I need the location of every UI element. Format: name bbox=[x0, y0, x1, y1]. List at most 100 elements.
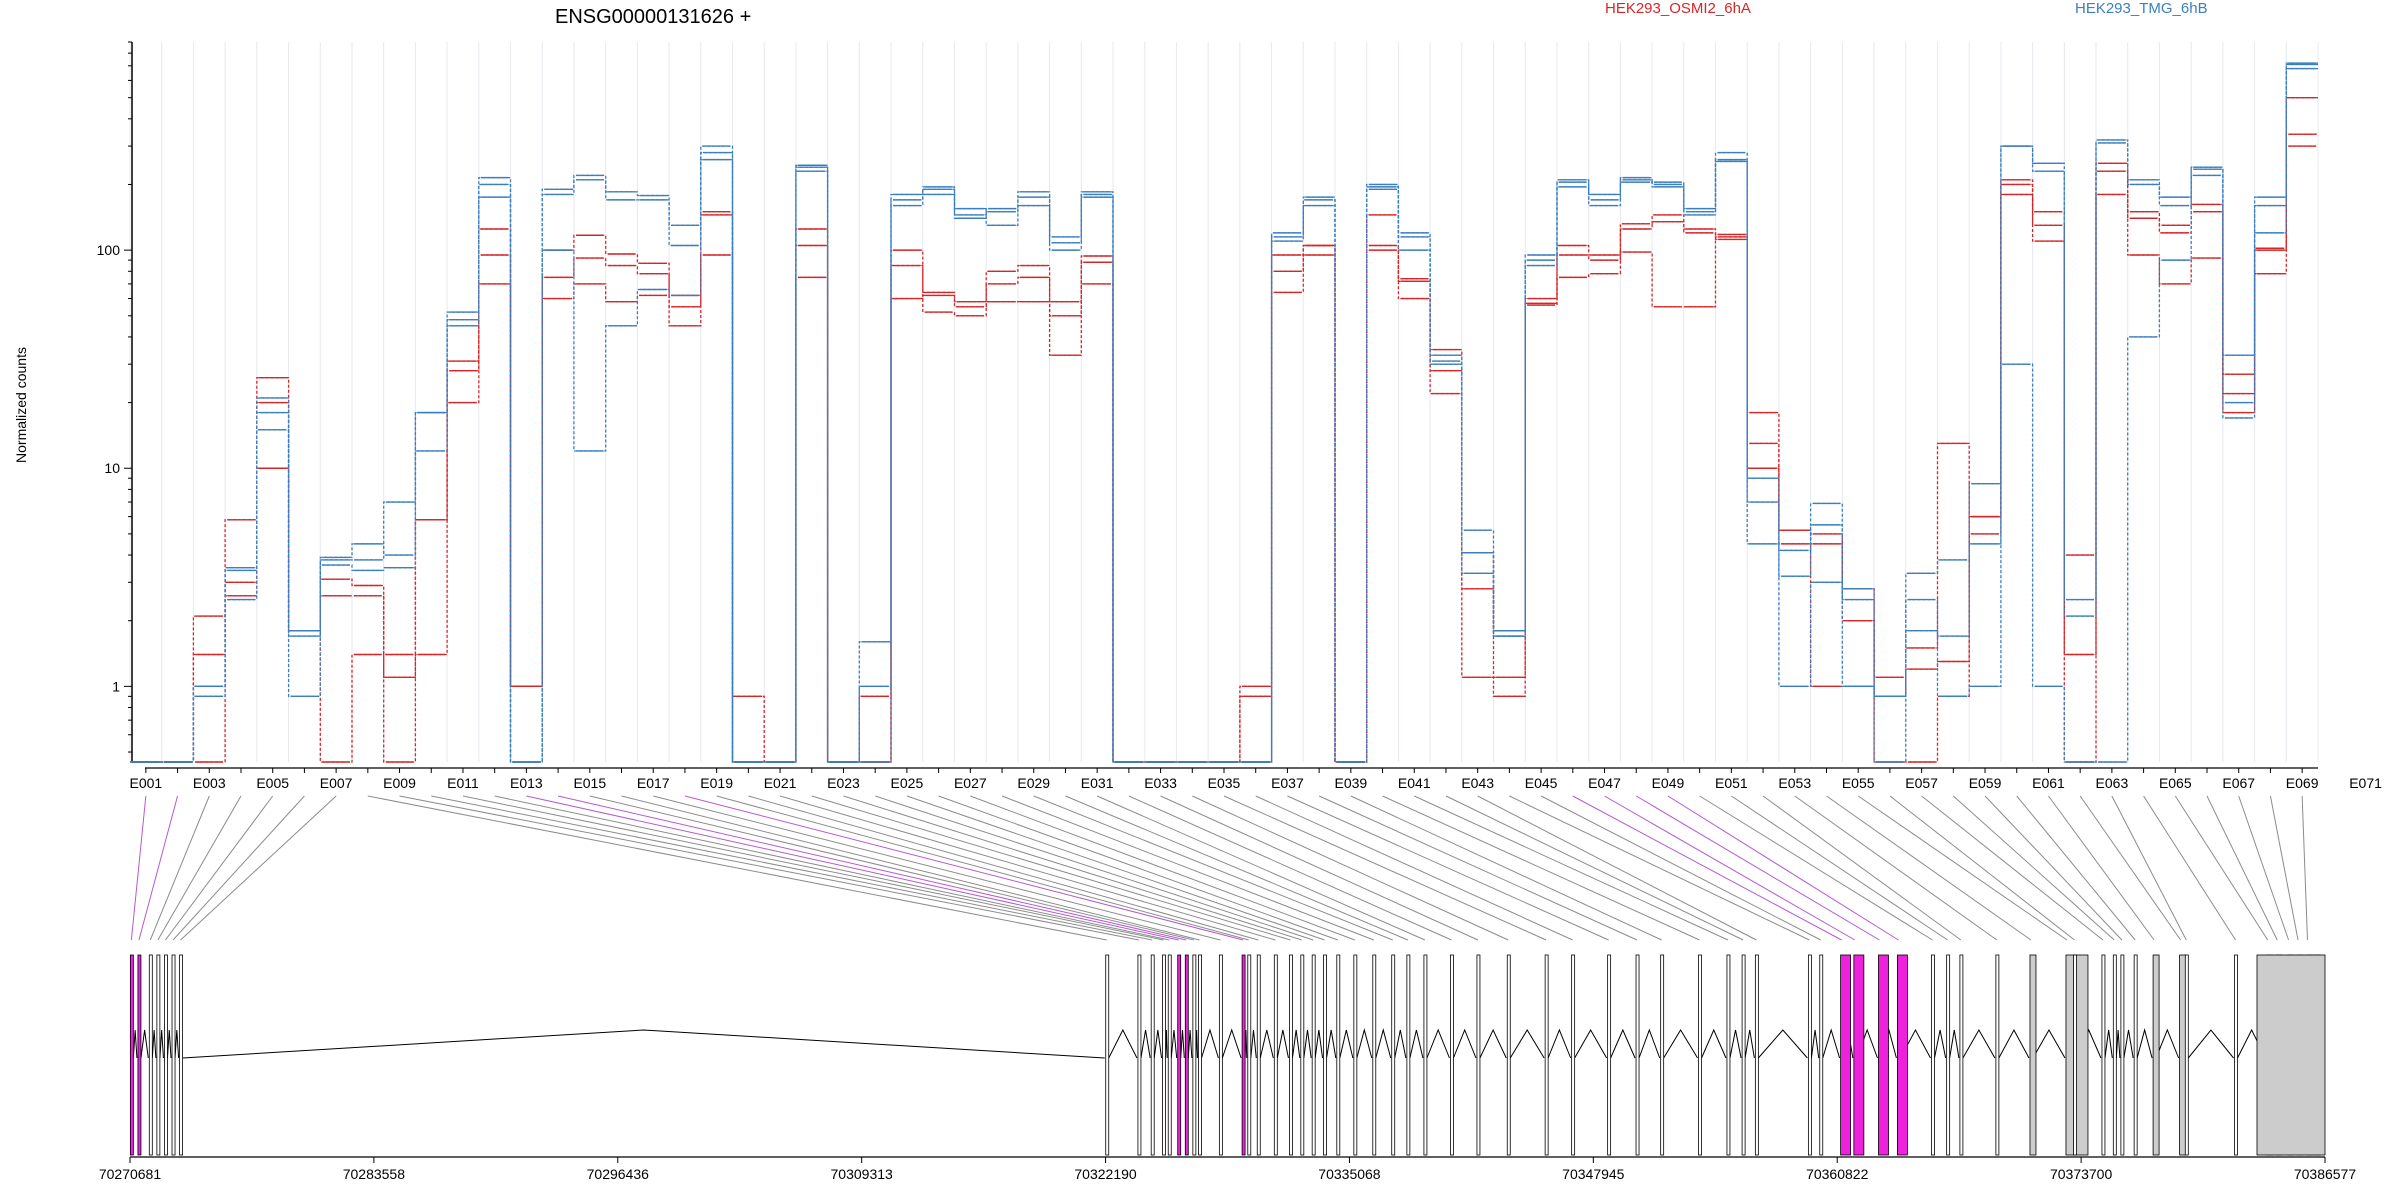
exon-box bbox=[2133, 954, 2138, 1156]
exon-box bbox=[2256, 954, 2326, 1156]
exon-tick-label: E061 bbox=[2032, 775, 2065, 791]
intron-line bbox=[1356, 1028, 1373, 1059]
exon-mapping-line bbox=[431, 795, 1153, 941]
exon-box bbox=[1241, 954, 1246, 1156]
exon-box bbox=[2234, 954, 2238, 1156]
exon-mapping-line bbox=[1984, 795, 2123, 941]
intron-line bbox=[2032, 1028, 2066, 1059]
intron-line bbox=[1303, 1029, 1312, 1059]
coord-tick-label: 70296436 bbox=[587, 1166, 650, 1182]
exon-box bbox=[1607, 954, 1612, 1156]
exon-mapping-line bbox=[2143, 795, 2236, 941]
exon-mapping-line bbox=[2269, 795, 2299, 941]
intron-line bbox=[159, 1029, 164, 1059]
exon-tick-label: E023 bbox=[827, 775, 860, 791]
exon-mapping-line bbox=[748, 795, 1259, 941]
series-dashed-line bbox=[130, 62, 2318, 763]
exon-box bbox=[1336, 954, 1341, 1156]
intron-line bbox=[140, 1029, 149, 1059]
exon-tick-label: E007 bbox=[320, 775, 353, 791]
intron-line bbox=[1663, 1029, 1698, 1059]
exon-mapping-line bbox=[138, 795, 179, 941]
exon-box bbox=[1105, 954, 1110, 1156]
exon-box bbox=[1406, 954, 1411, 1156]
exon-box bbox=[2073, 954, 2077, 1156]
series-dashed-line bbox=[130, 63, 2318, 763]
exon-mapping-line bbox=[172, 795, 305, 941]
exon-mapping-line bbox=[970, 795, 1356, 941]
intron-line bbox=[1153, 1029, 1163, 1059]
exon-tick-label: E069 bbox=[2286, 775, 2319, 791]
exon-box bbox=[1137, 954, 1142, 1156]
coord-tick-label: 70360822 bbox=[1806, 1166, 1869, 1182]
intron-line bbox=[1729, 1029, 1742, 1059]
exon-mapping-line bbox=[1001, 795, 1374, 941]
intron-line bbox=[1201, 1028, 1219, 1059]
exon-box bbox=[1423, 954, 1428, 1156]
exon-box bbox=[1177, 954, 1182, 1156]
exon-mapping-line bbox=[589, 795, 1194, 941]
legend-entry-osmi2: HEK293_OSMI2_6hA bbox=[1605, 0, 1751, 17]
exon-box bbox=[2120, 954, 2125, 1156]
exon-box bbox=[1247, 954, 1252, 1156]
exon-box bbox=[179, 954, 184, 1156]
intron-line bbox=[1187, 1029, 1193, 1059]
exon-box bbox=[171, 954, 176, 1156]
exon-box bbox=[1353, 954, 1358, 1156]
exon-tick-label: E005 bbox=[256, 775, 289, 791]
exon-box bbox=[2065, 954, 2089, 1156]
exon-mapping-line bbox=[621, 795, 1200, 941]
exon-box bbox=[1946, 954, 1951, 1156]
exon-mapping-line bbox=[2079, 795, 2182, 941]
exon-mapping-line bbox=[1065, 795, 1409, 941]
intron-line bbox=[1140, 1029, 1151, 1059]
gene-model bbox=[129, 954, 2326, 1156]
exon-mapping-line bbox=[1096, 795, 1426, 941]
exon-mapping-line bbox=[1255, 795, 1573, 941]
exon-tick-label: E055 bbox=[1842, 775, 1875, 791]
intron-line bbox=[2187, 1029, 2234, 1059]
exon-mapping-line bbox=[1318, 795, 1638, 941]
exon-mapping-line bbox=[157, 795, 242, 941]
exon-mapping-line bbox=[811, 795, 1291, 941]
exon-box bbox=[1897, 954, 1908, 1156]
exon-mapping-line bbox=[1731, 795, 1948, 941]
exon-box bbox=[148, 954, 153, 1156]
intron-line bbox=[1452, 1028, 1477, 1059]
exon-box bbox=[1819, 954, 1824, 1156]
intron-line bbox=[182, 1029, 1105, 1059]
exon-box bbox=[2101, 954, 2106, 1156]
exon-mapping-line bbox=[1350, 795, 1662, 941]
exon-tick-label: E009 bbox=[383, 775, 416, 791]
exon-box bbox=[1323, 954, 1327, 1156]
exon-box bbox=[1162, 954, 1166, 1156]
exon-mapping-line bbox=[1414, 795, 1729, 941]
exon-box bbox=[164, 954, 168, 1156]
exon-box bbox=[1218, 954, 1223, 1156]
plot-title: ENSG00000131626 + bbox=[555, 6, 751, 28]
exon-mapping-line bbox=[1921, 795, 2104, 941]
exon-box bbox=[1256, 954, 1261, 1156]
intron-line bbox=[1479, 1028, 1507, 1059]
exon-box bbox=[1450, 954, 1454, 1156]
intron-line bbox=[1426, 1028, 1450, 1059]
exon-tick-label: E003 bbox=[193, 775, 226, 791]
series-dashed-line bbox=[130, 133, 2318, 763]
exon-tick-label: E047 bbox=[1588, 775, 1621, 791]
exon-mapping-line bbox=[526, 795, 1179, 941]
exon-box bbox=[1198, 954, 1202, 1156]
intron-line bbox=[1259, 1029, 1274, 1059]
exon-box bbox=[1995, 954, 2000, 1156]
exon-mapping-line bbox=[653, 795, 1221, 941]
exon-mapping-line bbox=[2016, 795, 2136, 941]
intron-line bbox=[1314, 1029, 1324, 1059]
exon-mapping-line bbox=[1192, 795, 1509, 941]
exon-mapping-line bbox=[367, 795, 1107, 941]
intron-line bbox=[1409, 1029, 1424, 1059]
exon-mapping-line bbox=[494, 795, 1170, 941]
exon-box bbox=[2184, 954, 2189, 1156]
exon-mapping-line bbox=[1826, 795, 2032, 941]
genomic-coordinate-axis: 70270681 70283558 70296436 70309313 70322190… bbox=[99, 1156, 2356, 1182]
exon-box bbox=[1660, 954, 1665, 1156]
intron-line bbox=[2104, 1029, 2113, 1059]
